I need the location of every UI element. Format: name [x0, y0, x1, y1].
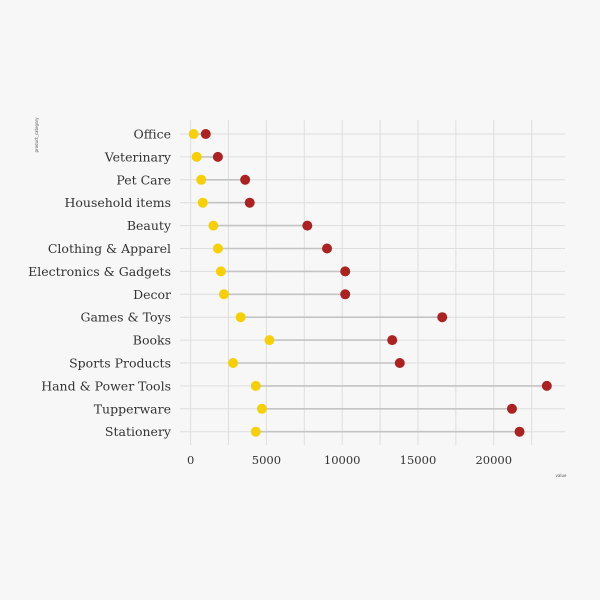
category-label: Books: [133, 333, 171, 348]
category-label: Electronics & Gadgets: [28, 264, 171, 279]
high-value-point: [340, 266, 351, 277]
category-label: Games & Toys: [80, 310, 171, 325]
high-value-point: [240, 174, 251, 185]
high-value-point: [387, 335, 398, 346]
x-tick-label: 0: [187, 453, 194, 467]
category-label: Tupperware: [94, 401, 171, 416]
y-axis-title: product_category: [34, 117, 39, 153]
low-value-point: [264, 335, 275, 346]
x-axis-title: value: [556, 473, 567, 478]
high-value-point: [541, 380, 552, 391]
x-tick-label: 15000: [400, 453, 437, 467]
low-value-point: [256, 403, 267, 414]
low-value-point: [208, 220, 219, 231]
high-value-point: [506, 403, 517, 414]
low-value-point: [228, 358, 239, 368]
low-value-point: [235, 312, 246, 323]
category-label: Pet Care: [116, 172, 171, 187]
high-value-point: [200, 129, 211, 139]
low-value-point: [250, 426, 261, 437]
high-value-point: [340, 289, 351, 300]
low-value-point: [191, 151, 202, 162]
x-tick-label: 5000: [252, 453, 281, 467]
low-value-point: [218, 289, 229, 300]
high-value-point: [514, 426, 525, 437]
category-label: Clothing & Apparel: [48, 241, 171, 256]
category-label: Beauty: [127, 218, 172, 233]
segment-lines: [193, 133, 547, 433]
high-value-point: [437, 312, 448, 323]
high-value-point: [244, 197, 255, 208]
data-points: [188, 129, 552, 437]
low-value-point: [250, 380, 261, 391]
category-label: Veterinary: [104, 149, 172, 164]
category-label: Office: [133, 127, 171, 142]
grid-lines: [180, 120, 565, 445]
category-labels: Office Veterinary Pet Care Household items B…: [28, 127, 172, 440]
low-value-point: [197, 197, 208, 208]
x-tick-label: 20000: [475, 453, 512, 467]
category-label: Stationery: [105, 424, 172, 439]
category-label: Sports Products: [69, 356, 171, 371]
x-tick-labels: 0 5000 10000 15000 20000: [187, 453, 512, 467]
low-value-point: [215, 266, 226, 277]
high-value-point: [394, 358, 405, 368]
low-value-point: [196, 174, 207, 185]
category-label: Hand & Power Tools: [41, 378, 171, 393]
low-value-point: [212, 243, 223, 254]
high-value-point: [212, 151, 223, 162]
low-value-point: [188, 129, 199, 139]
high-value-point: [302, 220, 313, 231]
high-value-point: [322, 243, 333, 254]
x-tick-label: 10000: [324, 453, 361, 467]
category-label: Decor: [133, 287, 171, 302]
category-label: Household items: [64, 195, 171, 210]
